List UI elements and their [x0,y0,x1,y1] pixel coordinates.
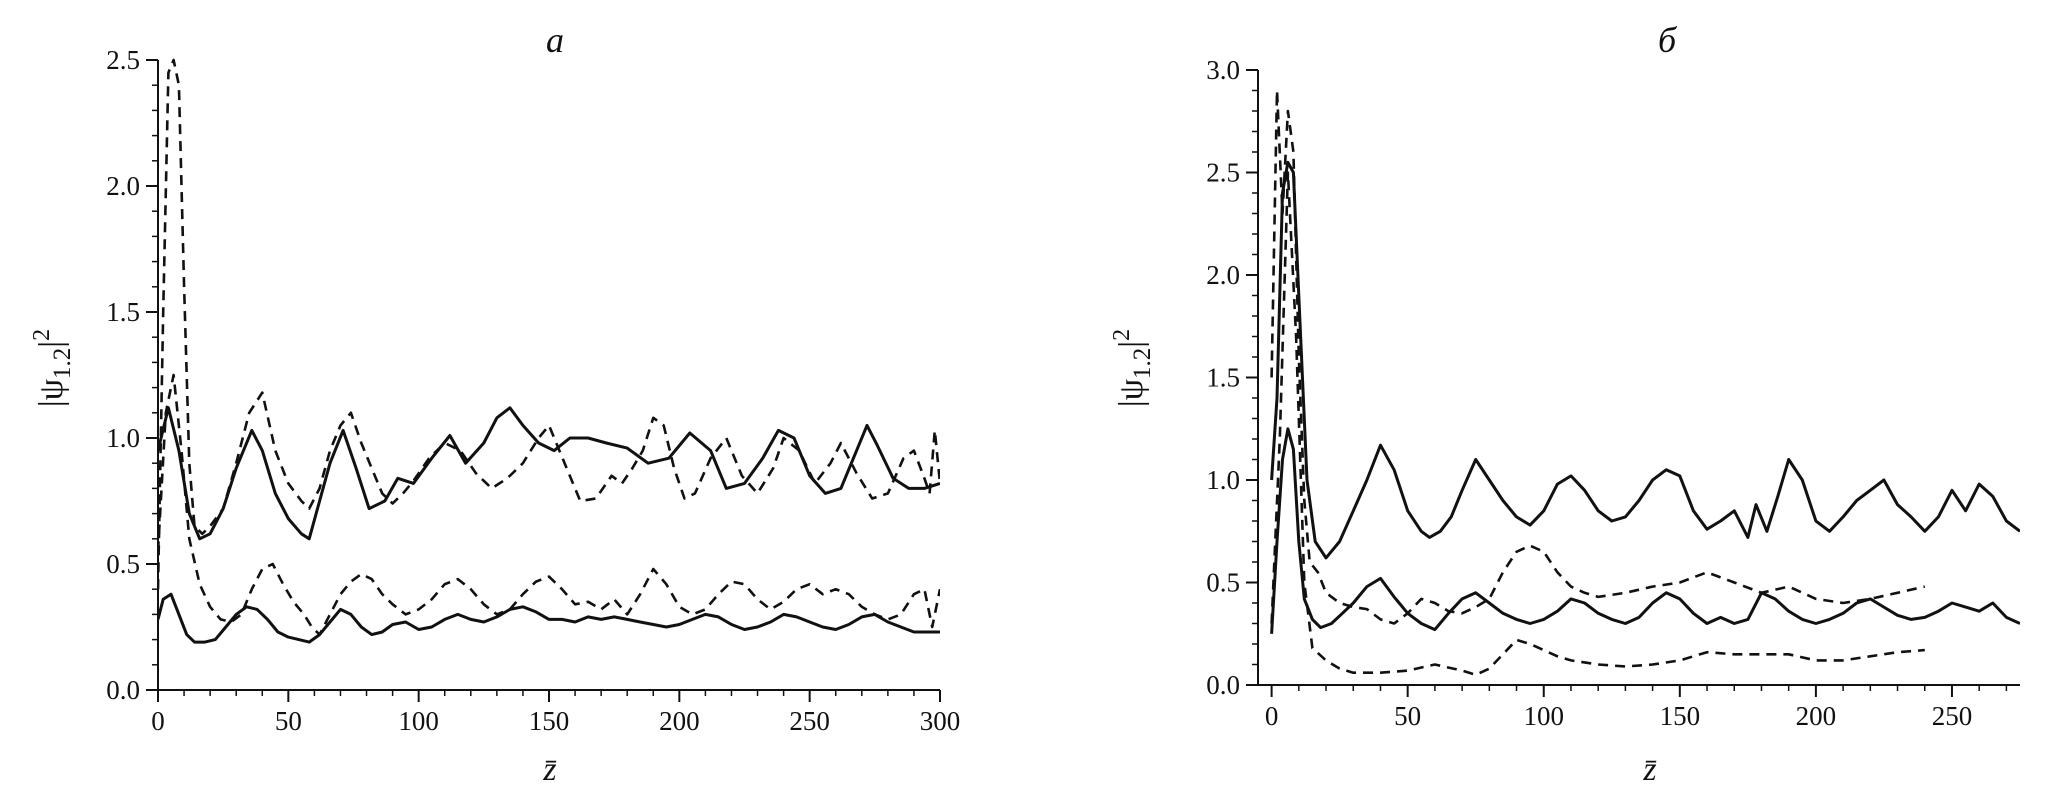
panel-a-series-4-dashed [158,373,940,636]
panel-a-y-tick-label: 0.0 [106,675,140,705]
panel-a-y-tick-label: 1.0 [106,423,140,453]
panel-b-series-2-dashed [1270,89,1926,625]
panel-b-x-tick-label: 50 [1394,701,1421,731]
panel-b-x-axis-label: z̄ [1642,751,1657,788]
panel-a-series-2-dashed [158,58,940,590]
panel-b-y-tick-label: 2.0 [1206,260,1240,290]
panel-b-y-tick-label: 0.0 [1206,670,1240,700]
panel-b-y-tick-label: 2.5 [1206,158,1240,188]
panel-b-label: б [1658,20,1678,60]
panel-a-x-tick-label: 200 [659,706,700,736]
panel-b-x-tick-label: 150 [1660,701,1701,731]
panel-a-x-tick-label: 250 [789,706,830,736]
panel-b-y-axis-label: |ψ1.2|2 [1109,329,1156,407]
panel-a-x-tick-label: 50 [275,706,302,736]
panel-b-series-3-solid [1270,427,2020,634]
panel-b-x-tick-label: 250 [1932,701,1973,731]
panel-a-x-tick-label: 100 [398,706,439,736]
panel-a-y-tick-label: 1.5 [106,297,140,327]
panel-b-y-axis-label-sup: 2 [1109,329,1135,341]
panel-b-x-tick-label: 200 [1796,701,1837,731]
panel-b-x-tick-label: 100 [1524,701,1565,731]
panel-b-y-tick-label: 1.0 [1206,465,1240,495]
panel-b-y-tick-label: 3.0 [1206,55,1240,85]
panel-b-y-tick-label: 0.5 [1206,568,1240,598]
panel-a-x-tick-label: 150 [529,706,570,736]
panel-a-y-axis-label-sub: 1.2 [49,348,76,379]
panel-a-y-axis-label: |ψ1.2|2 [29,329,76,407]
panel-b-x-tick-label: 0 [1265,701,1279,731]
panel-b-series-1-solid [1270,160,2020,560]
panel-b: б |ψ1.2|2 z̄ 0 50 100 150 200 250 0.0 0.5 1.0 1.5… [1109,20,2020,788]
panel-b-series-4-dashed [1270,171,1925,677]
panel-a-y-axis-label-sup: 2 [29,329,55,341]
panel-b-y-tick-label: 1.5 [1206,363,1240,393]
panel-a-y-tick-label: 2.5 [106,45,140,75]
panel-a-label: a [546,20,564,60]
panel-a-x-tick-label: 0 [151,706,165,736]
panel-a-x-axis-label: z̄ [542,751,557,788]
panel-a-y-tick-label: 2.0 [106,171,140,201]
panel-a-y-tick-label: 0.5 [106,549,140,579]
panel-b-y-axis-label-sub: 1.2 [1129,348,1156,379]
panel-a-series-3-solid [158,592,940,644]
panel-a: a |ψ1.2|2 z̄ 0 50 100 150 200 250 300 0.0 0.5 1.0… [29,20,960,788]
panel-a-x-tick-label: 300 [920,706,961,736]
